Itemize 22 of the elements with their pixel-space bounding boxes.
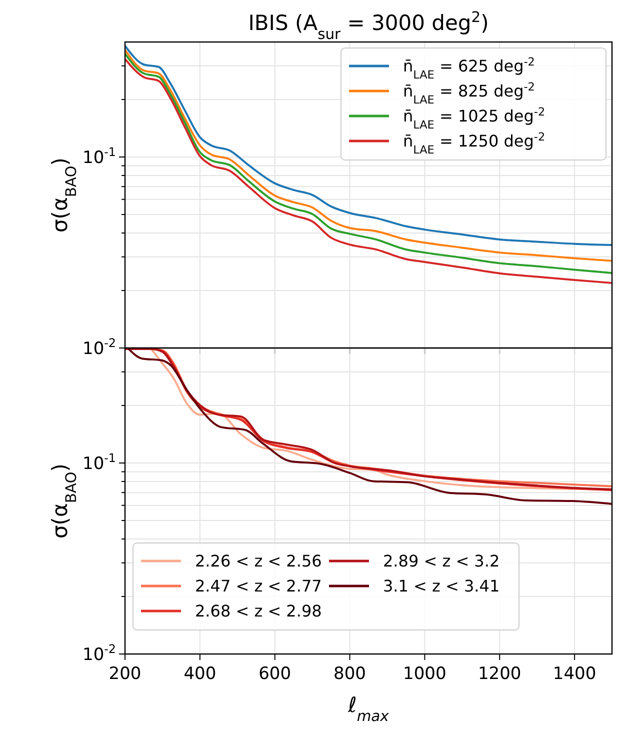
x-tick-label: 800 xyxy=(334,664,366,684)
legend-label: 2.47 < z < 2.77 xyxy=(195,576,322,596)
chart-title: IBIS (A$_{sur}$ = 3000 deg$^{2}$) xyxy=(248,8,489,42)
x-tick-label: 1400 xyxy=(552,664,596,684)
legend-label: n̄$_{LAE}$ = 625 deg$^{-2}$ xyxy=(403,55,535,82)
x-tick-label: 400 xyxy=(184,664,216,684)
y-tick-label: 10$^{-1}$ xyxy=(82,144,116,168)
legend-label: n̄$_{LAE}$ = 825 deg$^{-2}$ xyxy=(403,80,535,106)
x-tick-label: 1000 xyxy=(403,664,446,684)
x-axis-title: ℓ$_{max}$ xyxy=(347,693,390,724)
y-tick-label: 10$^{-1}$ xyxy=(82,450,116,474)
x-tick-label: 600 xyxy=(258,664,292,684)
legend-label: 2.26 < z < 2.56 xyxy=(195,552,322,571)
y-tick-label: 10$^{-2}$ xyxy=(82,336,116,359)
x-tick-label: 1200 xyxy=(478,664,522,684)
x-tick-label: 200 xyxy=(108,664,142,684)
legend-label: 3.1 < z < 3.41 xyxy=(383,576,500,596)
legend-label: n̄$_{LAE}$ = 1025 deg$^{-2}$ xyxy=(403,105,546,132)
legend-label: 2.89 < z < 3.2 xyxy=(383,552,500,571)
legend-label: 2.68 < z < 2.98 xyxy=(195,602,322,621)
legend-label: n̄$_{LAE}$ = 1250 deg$^{-2}$ xyxy=(403,130,546,156)
y-tick-label: 10$^{-2}$ xyxy=(82,642,116,665)
